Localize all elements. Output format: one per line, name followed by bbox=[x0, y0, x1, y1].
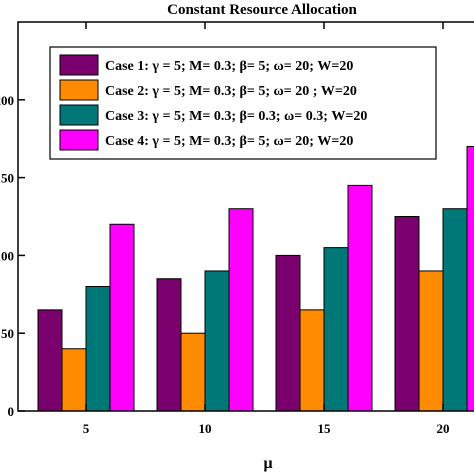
y-tick-label: 100 bbox=[0, 248, 14, 263]
x-tick-label: 20 bbox=[437, 421, 450, 436]
bar-series1-10 bbox=[156, 278, 182, 412]
legend: Case 1: γ = 5; M= 0.3; β= 5; ω= 20; W=20… bbox=[49, 46, 437, 160]
x-axis-label: μ bbox=[263, 455, 272, 472]
x-tick-label: 10 bbox=[199, 421, 212, 436]
bar-series3-5 bbox=[85, 286, 111, 412]
axes-frame bbox=[17, 21, 474, 412]
bar-series4-10 bbox=[228, 208, 254, 412]
legend-swatch-series1 bbox=[59, 54, 99, 76]
legend-swatch-series3 bbox=[59, 104, 99, 126]
bar-series2-5 bbox=[61, 348, 87, 412]
legend-label-series1: Case 1: γ = 5; M= 0.3; β= 5; ω= 20; W=20 bbox=[105, 59, 353, 74]
bar-series1-20 bbox=[394, 216, 420, 412]
bar-series2-20 bbox=[418, 270, 444, 412]
ticks-layer: 0 50 100 150 200 5 10 15 20 bbox=[0, 22, 450, 436]
bar-series1-5 bbox=[37, 309, 63, 412]
legend-label-series2: Case 2: γ = 5; M= 0.3; β= 5; ω= 20 ; W=2… bbox=[105, 84, 357, 99]
legend-swatch-series2 bbox=[59, 79, 99, 101]
legend-box bbox=[49, 46, 437, 160]
x-tick-label: 15 bbox=[318, 421, 332, 436]
bars-layer bbox=[37, 145, 474, 412]
y-tick-label: 0 bbox=[8, 404, 15, 419]
legend-label-series4: Case 4: γ = 5; M= 0.3; β= 5; ω= 20; W=20 bbox=[105, 134, 353, 149]
y-tick-label: 150 bbox=[0, 171, 14, 186]
chart-title: Constant Resource Allocation bbox=[167, 2, 357, 18]
bar-series4-5 bbox=[109, 223, 135, 412]
bar-series1-15 bbox=[275, 254, 301, 412]
legend-label-series3: Case 3: γ = 5; M= 0.3; β= 0.3; ω= 0.3; W… bbox=[105, 109, 367, 124]
bar-series3-20 bbox=[442, 208, 468, 412]
bar-series2-15 bbox=[299, 309, 325, 412]
bar-series2-10 bbox=[180, 332, 206, 412]
y-tick-label: 200 bbox=[0, 93, 14, 108]
legend-swatch-series4 bbox=[59, 129, 99, 151]
y-tick-label: 50 bbox=[1, 326, 14, 341]
bar-series4-15 bbox=[347, 184, 373, 412]
x-tick-label: 5 bbox=[83, 421, 90, 436]
bar-series3-15 bbox=[323, 247, 349, 412]
bar-series4-20 bbox=[466, 145, 474, 412]
bar-series3-10 bbox=[204, 270, 230, 412]
